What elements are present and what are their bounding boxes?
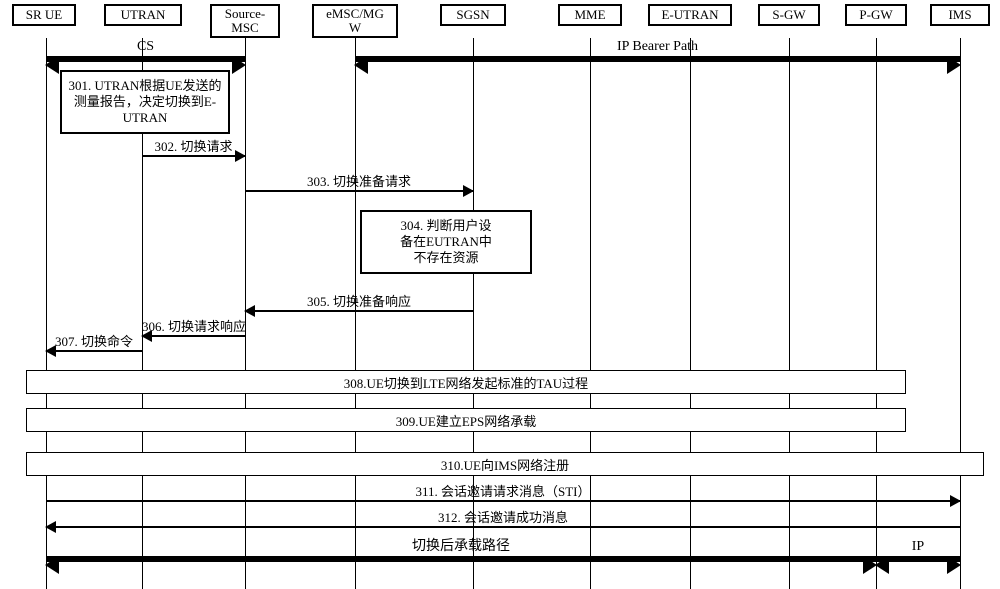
- actor-label: eMSC/MGW: [326, 7, 384, 34]
- note-301-text: 301. UTRAN根据UE发送的测量报告，决定切换到E-UTRAN: [68, 78, 221, 127]
- ip-bar: IP: [876, 556, 960, 562]
- actor-label: E-UTRAN: [661, 8, 718, 22]
- span-309-text: 309.UE建立EPS网络承载: [396, 411, 536, 430]
- msg-307: 307. 切换命令: [46, 350, 142, 352]
- note-301: 301. UTRAN根据UE发送的测量报告，决定切换到E-UTRAN: [60, 70, 230, 134]
- actor-label: SGSN: [456, 8, 489, 22]
- msg-311-label: 311. 会话邀请请求消息（STI）: [46, 481, 960, 500]
- msg-312-label: 312. 会话邀请成功消息: [46, 507, 960, 526]
- msg-306: 306. 切换请求响应: [142, 335, 245, 337]
- post-path-bar-label: 切换后承载路径: [46, 535, 876, 555]
- ip-bearer-bar: IP Bearer Path: [355, 56, 960, 62]
- actor-ims: IMS: [930, 4, 990, 26]
- actor-eutran: E-UTRAN: [648, 4, 732, 26]
- msg-303: 303. 切换准备请求: [245, 190, 473, 192]
- actor-pgw: P-GW: [845, 4, 907, 26]
- post-path-bar: 切换后承载路径: [46, 556, 876, 562]
- msg-305: 305. 切换准备响应: [245, 310, 473, 312]
- msg-302: 302. 切换请求: [142, 155, 245, 157]
- span-310: 310.UE向IMS网络注册: [26, 452, 984, 476]
- ip-bar-label: IP: [876, 539, 960, 555]
- note-304-text: 304. 判断用户设备在EUTRAN中不存在资源: [400, 218, 492, 267]
- msg-311: 311. 会话邀请请求消息（STI）: [46, 500, 960, 502]
- span-309: 309.UE建立EPS网络承载: [26, 408, 906, 432]
- msg-306-label: 306. 切换请求响应: [142, 316, 245, 335]
- msg-302-label: 302. 切换请求: [142, 136, 245, 155]
- actor-label: Source-MSC: [225, 7, 265, 34]
- cs-bar: CS: [46, 56, 245, 62]
- actor-label: SR UE: [26, 8, 62, 22]
- actor-label: UTRAN: [121, 8, 166, 22]
- actor-ue: SR UE: [12, 4, 76, 26]
- msg-303-label: 303. 切换准备请求: [245, 171, 473, 190]
- actor-sgw: S-GW: [758, 4, 820, 26]
- cs-bar-label: CS: [46, 39, 245, 55]
- sequence-diagram: SR UE UTRAN Source-MSC eMSC/MGW SGSN MME E-UTR…: [0, 0, 1000, 589]
- actor-label: MME: [574, 8, 605, 22]
- actor-emsc: eMSC/MGW: [312, 4, 398, 38]
- note-304: 304. 判断用户设备在EUTRAN中不存在资源: [360, 210, 532, 274]
- span-308: 308.UE切换到LTE网络发起标准的TAU过程: [26, 370, 906, 394]
- msg-312: 312. 会话邀请成功消息: [46, 526, 960, 528]
- actor-label: P-GW: [859, 8, 892, 22]
- msg-305-label: 305. 切换准备响应: [245, 291, 473, 310]
- actor-smsc: Source-MSC: [210, 4, 280, 38]
- actor-utran: UTRAN: [104, 4, 182, 26]
- span-310-text: 310.UE向IMS网络注册: [441, 455, 569, 474]
- actor-mme: MME: [558, 4, 622, 26]
- ip-bearer-bar-label: IP Bearer Path: [355, 39, 960, 55]
- span-308-text: 308.UE切换到LTE网络发起标准的TAU过程: [344, 373, 588, 392]
- actor-label: IMS: [948, 8, 971, 22]
- actor-label: S-GW: [772, 8, 805, 22]
- msg-307-label: 307. 切换命令: [46, 331, 142, 350]
- actor-sgsn: SGSN: [440, 4, 506, 26]
